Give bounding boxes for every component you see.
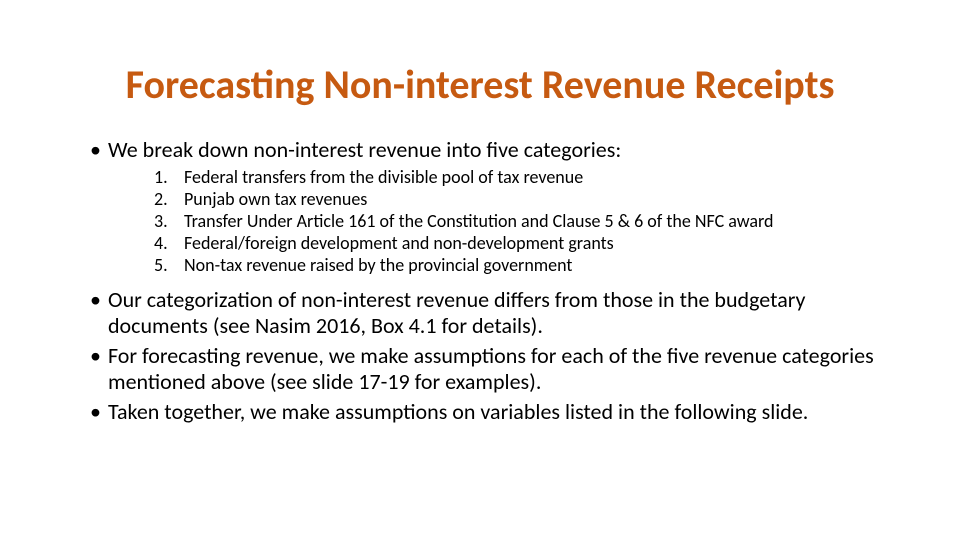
bullet-item: • Our categorization of non-interest rev… <box>90 287 890 339</box>
slide: Forecasting Non-interest Revenue Receipt… <box>0 0 960 540</box>
list-item: 2. Punjab own tax revenues <box>154 189 900 211</box>
bullet-dot-icon: • <box>90 287 108 313</box>
slide-title: Forecasting Non-interest Revenue Receipt… <box>60 60 900 109</box>
list-number: 3. <box>154 211 184 233</box>
list-number: 2. <box>154 189 184 211</box>
bullet-item: • We break down non-interest revenue int… <box>90 137 890 163</box>
bullet-text: We break down non-interest revenue into … <box>108 137 890 163</box>
list-item: 1. Federal transfers from the divisible … <box>154 167 900 189</box>
list-text: Punjab own tax revenues <box>184 189 900 211</box>
list-number: 1. <box>154 167 184 189</box>
list-item: 3. Transfer Under Article 161 of the Con… <box>154 211 900 233</box>
bullets-top: • We break down non-interest revenue int… <box>60 137 900 163</box>
numbered-list: 1. Federal transfers from the divisible … <box>60 167 900 277</box>
bullets-bottom: • Our categorization of non-interest rev… <box>60 287 900 425</box>
list-text: Federal/foreign development and non-deve… <box>184 233 900 255</box>
bullet-dot-icon: • <box>90 137 108 163</box>
list-text: Transfer Under Article 161 of the Consti… <box>184 211 900 233</box>
list-text: Non-tax revenue raised by the provincial… <box>184 255 900 277</box>
list-item: 4. Federal/foreign development and non-d… <box>154 233 900 255</box>
bullet-text: Our categorization of non-interest reven… <box>108 287 890 339</box>
bullet-dot-icon: • <box>90 399 108 425</box>
bullet-text: Taken together, we make assumptions on v… <box>108 399 890 425</box>
list-number: 4. <box>154 233 184 255</box>
list-text: Federal transfers from the divisible poo… <box>184 167 900 189</box>
bullet-text: For forecasting revenue, we make assumpt… <box>108 343 890 395</box>
bullet-item: • For forecasting revenue, we make assum… <box>90 343 890 395</box>
list-number: 5. <box>154 255 184 277</box>
list-item: 5. Non-tax revenue raised by the provinc… <box>154 255 900 277</box>
bullet-item: • Taken together, we make assumptions on… <box>90 399 890 425</box>
bullet-dot-icon: • <box>90 343 108 369</box>
